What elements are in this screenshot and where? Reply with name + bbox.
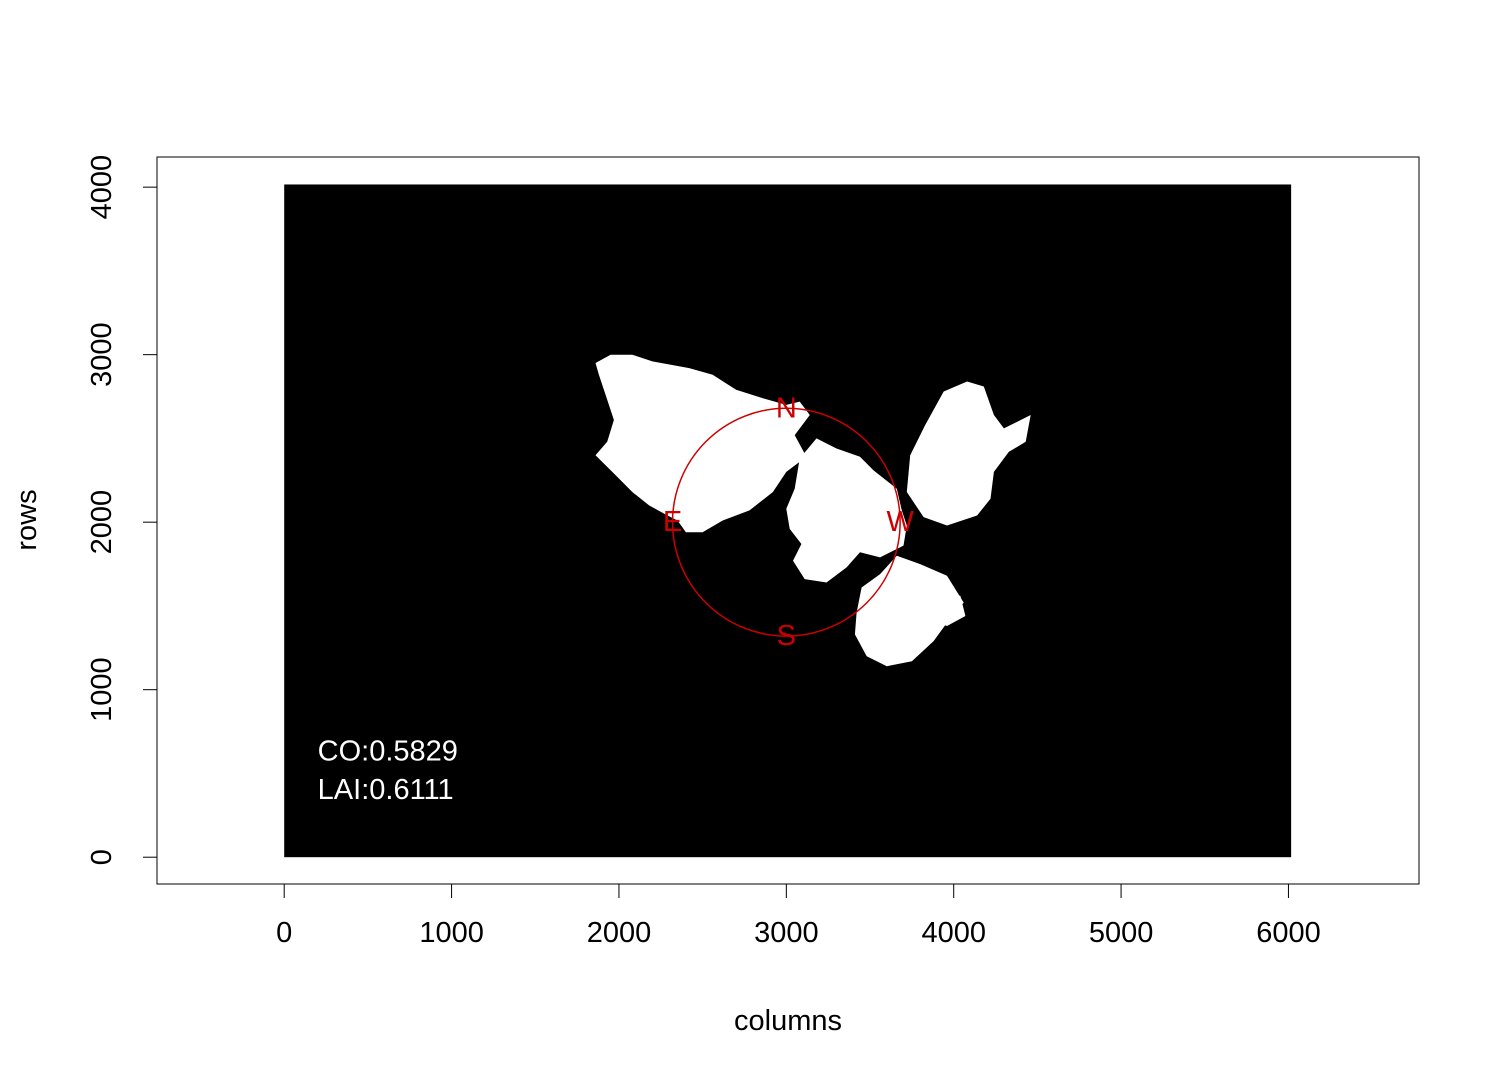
x-axis-label: columns	[734, 1005, 842, 1037]
x-tick-label: 3000	[754, 917, 819, 949]
y-axis-label: rows	[11, 489, 43, 550]
y-axis: 0 1000 2000 3000 4000	[86, 155, 158, 865]
annotations: CO:0.5829 LAI:0.6111	[318, 736, 458, 807]
x-tick-label: 2000	[587, 917, 652, 949]
sky-region-4	[906, 381, 1031, 526]
compass-label-e: E	[663, 506, 682, 538]
x-tick-label: 1000	[419, 917, 484, 949]
y-tick-label: 1000	[86, 657, 118, 722]
x-axis: 0 1000 2000 3000 4000 5000 6000	[276, 883, 1321, 949]
compass-label-s: S	[777, 620, 796, 652]
sky-region-2	[786, 438, 907, 583]
sky-region-5	[903, 569, 966, 626]
binarized-canopy-image	[284, 184, 1292, 858]
x-tick-label: 5000	[1089, 917, 1154, 949]
image-background	[284, 184, 1292, 858]
sky-region-1	[595, 354, 810, 533]
x-tick-label: 6000	[1256, 917, 1321, 949]
x-tick-label: 4000	[921, 917, 986, 949]
compass-label-n: N	[776, 392, 797, 424]
compass-overlay: N E S W	[663, 392, 915, 652]
annotation-co: CO:0.5829	[318, 736, 458, 768]
y-tick-label: 4000	[86, 155, 118, 220]
x-tick-label: 0	[276, 917, 292, 949]
y-tick-label: 0	[86, 849, 118, 865]
y-tick-label: 2000	[86, 490, 118, 555]
compass-label-w: W	[886, 506, 914, 538]
compass-circle	[671, 407, 901, 637]
annotation-lai: LAI:0.6111	[318, 774, 454, 806]
y-tick-label: 3000	[86, 322, 118, 387]
